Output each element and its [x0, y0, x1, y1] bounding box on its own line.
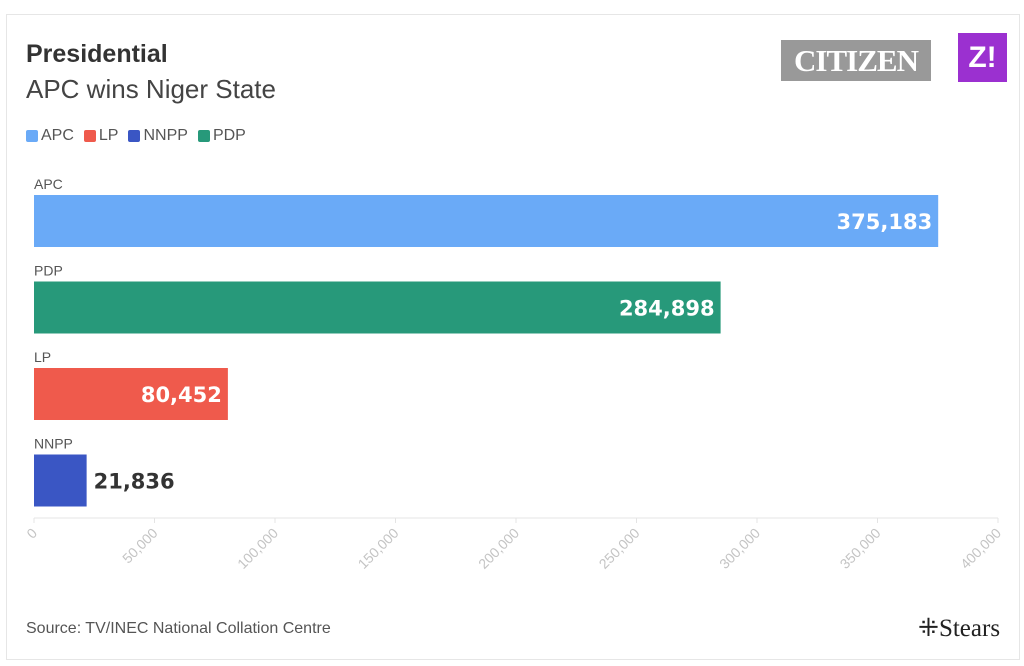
category-label: LP [34, 349, 51, 365]
x-tick-label: 400,000 [957, 525, 1004, 572]
x-tick-label: 0 [23, 525, 40, 542]
bar-pdp [34, 281, 721, 334]
data-label: 21,836 [94, 470, 175, 494]
legend-swatch [128, 130, 141, 142]
chart-subtitle: APC wins Niger State [26, 74, 276, 104]
data-label: 284,898 [619, 297, 715, 321]
z-logo: Z! [958, 33, 1007, 82]
x-tick-label: 50,000 [119, 525, 161, 567]
bar-apc [34, 195, 939, 247]
chart-title: Presidential [26, 40, 168, 68]
legend-item-nnpp: NNPP [128, 127, 188, 145]
category-label: APC [34, 176, 63, 192]
legend-swatch [197, 130, 210, 142]
x-tick-label: 150,000 [355, 525, 402, 572]
legend: APC LP NNPP PDP [26, 127, 246, 145]
legend-swatch [26, 130, 38, 142]
source-note: Source: TV/INEC National Collation Centr… [26, 620, 331, 637]
legend-item-lp: LP [83, 127, 119, 145]
stears-logo: ⁜Stears [918, 615, 1001, 642]
legend-label: APC [41, 127, 74, 144]
citizen-logo: CITIZEN [781, 40, 931, 81]
legend-label: LP [98, 127, 119, 144]
data-label: 80,452 [141, 383, 222, 407]
category-label: PDP [34, 263, 63, 279]
x-tick-label: 200,000 [475, 525, 522, 572]
legend-label: NNPP [143, 127, 188, 144]
data-label: 375,183 [837, 210, 933, 234]
bar-nnpp [34, 454, 87, 507]
legend-item-apc: APC [26, 127, 74, 145]
x-tick-label: 300,000 [716, 525, 763, 572]
legend-item-pdp: PDP [197, 127, 246, 145]
bar-lp [34, 368, 228, 420]
x-tick-label: 350,000 [837, 525, 884, 572]
chart-card [6, 14, 1020, 660]
x-tick-label: 250,000 [596, 525, 643, 572]
legend-label: PDP [212, 127, 246, 144]
legend-swatch [83, 130, 96, 142]
category-label: NNPP [34, 436, 73, 452]
x-tick-label: 100,000 [234, 525, 281, 572]
